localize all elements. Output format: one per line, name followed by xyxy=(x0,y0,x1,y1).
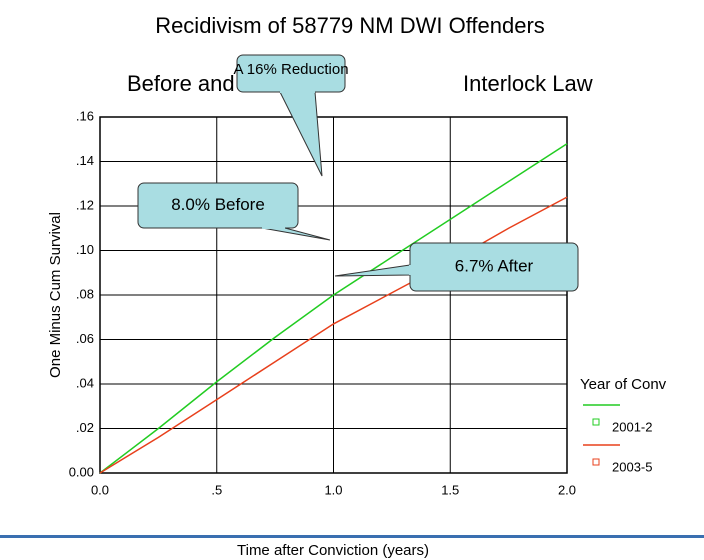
x-tick-label: 1.5 xyxy=(441,482,459,497)
y-tick-label: .02 xyxy=(76,420,94,435)
plot-frame xyxy=(99,116,568,474)
y-tick-label: .16 xyxy=(76,108,94,123)
y-tick-label: .12 xyxy=(76,197,94,212)
y-tick-label: .06 xyxy=(76,331,94,346)
y-tick-label: .14 xyxy=(76,153,94,168)
x-tick-label: .5 xyxy=(211,482,222,497)
x-tick-label: 1.0 xyxy=(324,482,342,497)
y-axis-label: One Minus Cum Survival xyxy=(47,212,64,378)
legend-title: Year of Conv xyxy=(580,376,667,393)
callout-tail xyxy=(279,91,323,177)
x-tick-label: 0.0 xyxy=(91,482,109,497)
legend-marker xyxy=(592,418,600,426)
legend-marker xyxy=(592,458,600,466)
y-tick-label: .04 xyxy=(76,375,94,390)
chart-title: Recidivism of 58779 NM DWI Offenders xyxy=(155,13,545,38)
x-axis-label: Time after Conviction (years) xyxy=(237,542,429,559)
series-line xyxy=(99,143,568,474)
callout-tail xyxy=(261,227,331,241)
callout-text: A 16% Reduction xyxy=(233,61,348,78)
callout-box xyxy=(137,182,299,229)
series-line xyxy=(99,196,568,474)
y-tick-label: 0.00 xyxy=(69,464,94,479)
callout-tail xyxy=(334,264,411,277)
callout-text: 8.0% Before xyxy=(171,195,265,214)
divider xyxy=(0,535,704,538)
callout-text: 6.7% After xyxy=(455,256,534,275)
x-tick-label: 2.0 xyxy=(558,482,576,497)
y-tick-label: .10 xyxy=(76,242,94,257)
chart-subtitle: Interlock Law xyxy=(463,71,593,96)
legend-label: 2001-2 xyxy=(612,419,652,434)
legend-label: 2003-5 xyxy=(612,459,652,474)
y-tick-label: .08 xyxy=(76,286,94,301)
